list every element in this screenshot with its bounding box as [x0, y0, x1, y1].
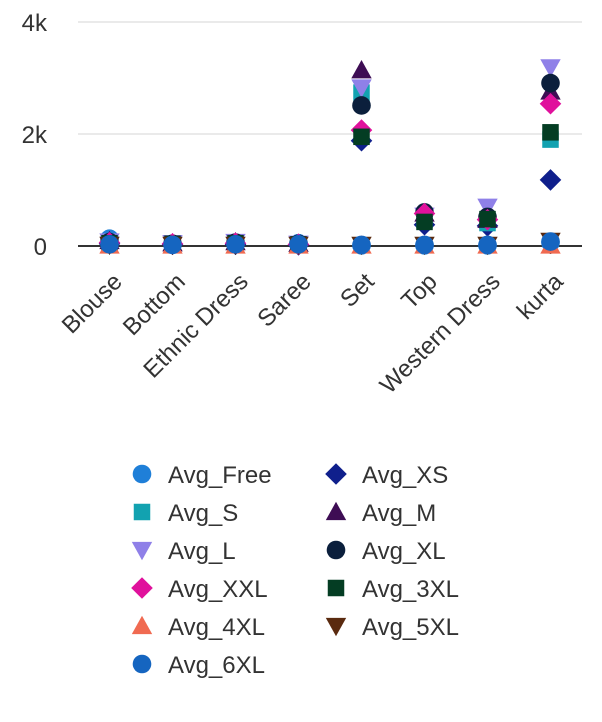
legend: Avg_Free Avg_XS Avg_S Avg_M Avg_L Avg_XL Avg_X…	[131, 462, 459, 679]
legend-label: Avg_Free	[168, 462, 272, 489]
data-point	[351, 79, 372, 98]
data-point	[289, 235, 308, 254]
x-tick-label: Blouse	[57, 268, 128, 339]
legend-label: Avg_5XL	[362, 614, 459, 641]
legend-marker	[131, 541, 153, 561]
legend-label: Avg_S	[168, 500, 238, 527]
y-tick-label: 2k	[22, 122, 48, 149]
data-point	[352, 235, 371, 255]
data-point	[542, 124, 559, 141]
legend-marker	[327, 579, 345, 597]
marker-layer	[98, 59, 562, 256]
data-point	[540, 59, 561, 78]
legend-marker	[326, 540, 346, 560]
data-point	[226, 235, 245, 254]
legend-label: Avg_L	[168, 538, 236, 565]
data-point	[478, 235, 497, 255]
legend-label: Avg_M	[362, 500, 436, 527]
legend-marker	[131, 577, 153, 599]
x-tick-label: kurta	[512, 268, 569, 325]
grid-layer	[78, 21, 582, 135]
data-point	[415, 235, 434, 255]
data-point	[352, 96, 371, 115]
legend-label: Avg_6XL	[168, 652, 265, 679]
legend-marker	[325, 501, 347, 521]
legend-label: Avg_3XL	[362, 576, 459, 603]
legend-label: Avg_XS	[362, 462, 448, 489]
data-point	[479, 210, 496, 228]
data-point	[541, 232, 560, 251]
y-tick-label: 0	[34, 234, 47, 261]
x-tick-label: Top	[396, 268, 442, 314]
legend-label: Avg_4XL	[168, 614, 265, 641]
data-point	[416, 213, 433, 231]
x-tick-label: Saree	[252, 268, 316, 332]
data-point	[353, 128, 370, 146]
legend-marker	[325, 617, 347, 637]
legend-marker	[132, 654, 152, 674]
data-point	[163, 235, 182, 255]
data-point	[539, 169, 562, 191]
legend-marker	[325, 463, 347, 485]
data-point	[541, 73, 560, 93]
data-point	[351, 59, 372, 79]
legend-marker	[133, 503, 151, 521]
y-tick-label: 4k	[22, 10, 48, 37]
data-point	[100, 235, 119, 254]
legend-label: Avg_XXL	[168, 576, 268, 603]
legend-marker	[131, 615, 153, 635]
legend-label: Avg_XL	[362, 538, 446, 565]
data-point	[539, 92, 562, 115]
legend-marker	[132, 464, 152, 484]
data-point	[413, 202, 436, 225]
x-tick-label: Set	[335, 268, 380, 313]
